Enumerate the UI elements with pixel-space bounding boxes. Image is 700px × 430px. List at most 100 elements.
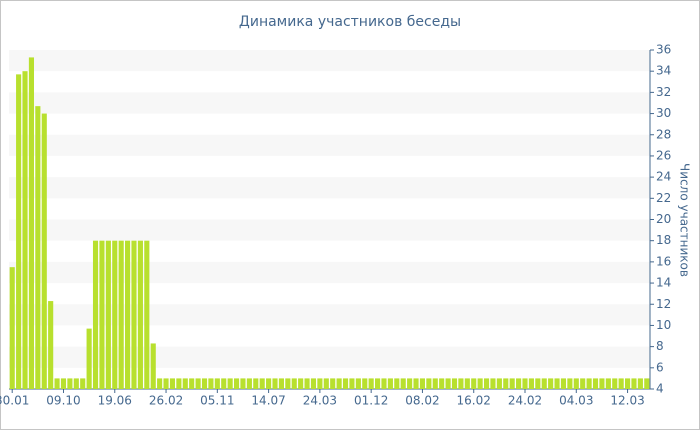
y-tick-label: 10 bbox=[656, 318, 671, 332]
bar bbox=[105, 240, 111, 389]
bar bbox=[233, 378, 240, 389]
bar bbox=[54, 378, 60, 389]
bar bbox=[310, 378, 317, 389]
bar bbox=[407, 378, 413, 389]
bar bbox=[208, 378, 214, 389]
bar bbox=[35, 106, 41, 389]
bar bbox=[137, 240, 143, 389]
bar bbox=[605, 378, 611, 389]
bar bbox=[278, 378, 284, 389]
bar bbox=[157, 378, 163, 389]
bar bbox=[528, 378, 534, 389]
x-tick-label: 14.07 bbox=[251, 394, 285, 408]
bar bbox=[16, 74, 22, 389]
y-tick-label: 4 bbox=[656, 382, 664, 396]
bar bbox=[240, 378, 246, 389]
bar bbox=[580, 378, 586, 389]
bar bbox=[246, 378, 252, 389]
bar bbox=[458, 378, 464, 389]
y-tick-label: 24 bbox=[656, 170, 671, 184]
y-tick-label: 6 bbox=[656, 360, 664, 374]
bar bbox=[163, 378, 169, 389]
bar bbox=[144, 240, 150, 389]
bar bbox=[477, 378, 483, 389]
bar bbox=[631, 378, 637, 389]
bar bbox=[189, 378, 195, 389]
bar bbox=[541, 378, 547, 389]
grid-band bbox=[9, 134, 650, 156]
bar bbox=[471, 378, 477, 389]
bar bbox=[432, 378, 438, 389]
bar bbox=[195, 378, 201, 389]
bar bbox=[317, 378, 323, 389]
grid-band bbox=[9, 177, 650, 199]
x-tick-label: 08.02 bbox=[405, 394, 439, 408]
bar bbox=[573, 378, 579, 389]
chart-title: Динамика участников беседы bbox=[239, 14, 461, 30]
x-tick-label: 30.01 bbox=[0, 394, 29, 408]
bar bbox=[298, 378, 304, 389]
y-tick-label: 20 bbox=[656, 212, 671, 226]
bar bbox=[451, 378, 458, 389]
y-tick-label: 18 bbox=[656, 233, 671, 247]
bar bbox=[560, 378, 567, 389]
bar bbox=[272, 378, 278, 389]
bar bbox=[554, 378, 560, 389]
bar bbox=[60, 378, 67, 389]
bar bbox=[118, 240, 124, 389]
bar bbox=[150, 343, 156, 389]
grid-band bbox=[9, 50, 650, 72]
grid-band bbox=[9, 261, 650, 284]
y-tick-label: 34 bbox=[656, 64, 671, 78]
bar bbox=[439, 378, 445, 389]
bar bbox=[567, 378, 573, 389]
bar bbox=[496, 378, 502, 389]
bar bbox=[503, 378, 509, 389]
bar bbox=[201, 378, 208, 389]
bar bbox=[336, 378, 342, 389]
grid-band bbox=[9, 304, 650, 326]
y-tick-label: 28 bbox=[656, 127, 671, 141]
bar bbox=[253, 378, 259, 389]
grid-band bbox=[9, 92, 650, 114]
x-tick-label: 09.10 bbox=[46, 394, 80, 408]
bar bbox=[509, 378, 515, 389]
bar bbox=[445, 378, 451, 389]
bar bbox=[169, 378, 176, 389]
x-tick-label: 24.03 bbox=[303, 394, 337, 408]
bar bbox=[214, 378, 220, 389]
y-tick-label: 22 bbox=[656, 191, 671, 205]
bar bbox=[387, 378, 393, 389]
bar bbox=[368, 378, 374, 389]
bar bbox=[394, 378, 400, 389]
bar bbox=[381, 378, 387, 389]
bar bbox=[67, 378, 73, 389]
y-tick-label: 8 bbox=[656, 339, 664, 353]
y-tick-label: 32 bbox=[656, 85, 671, 99]
bar bbox=[9, 267, 15, 389]
y-tick-label: 12 bbox=[656, 297, 671, 311]
bar bbox=[80, 378, 86, 389]
bar bbox=[291, 378, 297, 389]
grid-band bbox=[9, 346, 650, 368]
bar bbox=[483, 378, 490, 389]
bar bbox=[22, 71, 28, 389]
bar bbox=[41, 113, 47, 389]
bar bbox=[349, 378, 355, 389]
bar bbox=[490, 378, 496, 389]
bar bbox=[522, 378, 528, 389]
bar bbox=[644, 378, 650, 389]
bar bbox=[355, 378, 361, 389]
x-tick-label: 24.02 bbox=[508, 394, 542, 408]
bar bbox=[323, 378, 329, 389]
y-axis-label: Число участников bbox=[678, 163, 692, 277]
x-tick-label: 16.02 bbox=[457, 394, 491, 408]
bar bbox=[131, 240, 137, 389]
bar bbox=[419, 378, 426, 389]
y-tick-label: 14 bbox=[656, 276, 671, 290]
x-tick-label: 05.11 bbox=[200, 394, 234, 408]
bar bbox=[92, 240, 99, 389]
bar bbox=[227, 378, 233, 389]
bar bbox=[586, 378, 592, 389]
